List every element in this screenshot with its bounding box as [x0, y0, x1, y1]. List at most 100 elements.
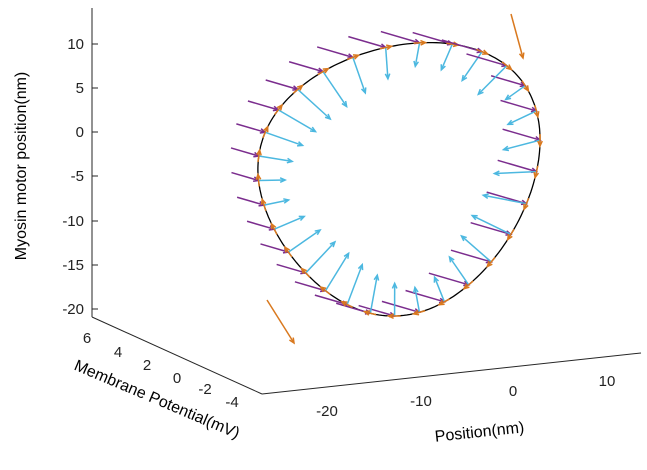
quiver-arrow-orange	[362, 310, 377, 316]
quiver-arrow-cyan	[346, 262, 364, 305]
quiver-arrow-cyan	[448, 255, 470, 286]
quiver-arrow-purple	[405, 289, 447, 304]
y-tick-label: 6	[83, 330, 91, 347]
quiver-arrow-purple	[236, 196, 266, 207]
x-axis-line	[261, 352, 642, 395]
quiver-arrow-orange	[386, 313, 401, 319]
trajectory-group	[257, 41, 541, 317]
quiver-arrow-orange	[283, 245, 293, 258]
quiver-arrow-purple	[497, 159, 539, 174]
ticks-group: 10 5 0 -5 -10 -15 -20 6 4 2 0 -2 -4 -20 -10 0 10	[62, 36, 615, 420]
quiver-arrow-cyan	[263, 198, 291, 206]
quiver-arrow-cyan	[504, 85, 526, 101]
z-axis-label: Myosin motor position(nm)	[13, 72, 30, 261]
quiver-arrow-orange-long	[510, 13, 525, 60]
quiver-arrow-orange	[274, 103, 284, 116]
quiver-arrow-orange	[506, 228, 515, 242]
y-axis-line	[91, 316, 263, 395]
y-axis-label: Membrane Potential(mV)	[72, 357, 242, 442]
quiver-arrow-purple	[230, 147, 261, 158]
quiver-arrow-purple	[381, 300, 422, 314]
quiver-arrow-orange	[411, 309, 426, 316]
quiver-arrow-cyan	[265, 131, 305, 147]
x-tick-label: -10	[410, 393, 432, 410]
quiver-arrow-cyan	[369, 273, 380, 314]
quiver-arrow-orange	[533, 104, 540, 119]
x-axis-label: Position(nm)	[434, 419, 525, 445]
quiver-arrow-purple	[246, 220, 276, 231]
quiver-arrow-cyan	[324, 251, 350, 292]
quiver-arrow-cyan	[277, 109, 318, 133]
quiver-arrow-orange	[292, 84, 304, 94]
quiver-arrow-cyan	[481, 193, 527, 205]
y-tick-label: 2	[143, 357, 151, 374]
quiver-arrow-purple	[441, 39, 484, 54]
trajectory-line	[257, 41, 541, 317]
y-tick-label: -2	[198, 381, 211, 398]
quiver-arrow-purple	[500, 99, 539, 113]
quiver-arrow-purple	[265, 79, 300, 91]
quiver-arrow-cyan	[273, 215, 306, 230]
quiver-arrow-cyan	[412, 285, 421, 313]
z-tick-label: 10	[67, 36, 84, 53]
quiver-arrow-cyan	[470, 214, 512, 236]
quiver-arrow-orange	[533, 165, 540, 180]
y-tick-label: 4	[114, 344, 122, 361]
quiver-arrow-orange	[462, 280, 474, 290]
quiver-arrow-purple	[316, 46, 355, 59]
quiver-arrow-purple	[348, 35, 388, 49]
quiver-arrow-orange	[340, 300, 353, 308]
quiver-arrow-purple	[247, 100, 281, 112]
quiver-arrow-purple	[288, 61, 325, 74]
quiver-arrow-cyan	[258, 155, 294, 164]
quiver-arrow-orange	[260, 197, 267, 212]
quiver-arrow-orange	[262, 125, 269, 139]
quiver-arrow-cyan	[501, 139, 541, 152]
quiver-arrow-cyan	[305, 240, 337, 274]
quiver-arrow-orange	[413, 39, 428, 46]
z-tick-label: -15	[62, 257, 84, 274]
quiver-arrow-cyan	[461, 51, 483, 82]
quiver-arrow-cyan	[506, 110, 537, 126]
quiver-arrow-orange	[476, 48, 490, 55]
quiver-arrow-cyan	[258, 177, 288, 184]
z-tick-label: -20	[62, 301, 84, 318]
quiver-arrow-cyan	[477, 65, 508, 96]
quiver-arrow-cyan	[433, 275, 446, 303]
quiver-arrow-orange	[379, 44, 394, 51]
z-tick-label: -5	[71, 168, 84, 185]
quiver-arrow-orange	[521, 80, 530, 93]
quiver-arrow-orange	[537, 134, 543, 148]
quiver-arrow-purple	[314, 294, 349, 307]
quiver-arrow-orange	[437, 298, 451, 306]
y-tick-label: -4	[225, 394, 238, 411]
quiver-arrow-orange	[346, 54, 361, 61]
quiver-arrow-purple	[231, 171, 261, 182]
quiver-arrow-orange	[317, 67, 330, 76]
quiver-arrow-cyan	[287, 228, 322, 253]
arrows-group	[230, 13, 543, 345]
x-tick-label: 0	[509, 383, 517, 400]
quiver-arrow-orange	[270, 222, 278, 235]
x-tick-label: -20	[316, 403, 338, 420]
z-tick-label: 5	[76, 80, 84, 97]
quiver-arrow-cyan	[413, 42, 421, 69]
z-tick-label: -10	[62, 213, 84, 230]
quiver-arrow-cyan	[391, 281, 398, 317]
quiver-arrow-cyan	[352, 57, 367, 95]
quiver-arrow-orange-long	[266, 299, 295, 345]
quiver-arrow-orange	[319, 285, 331, 296]
quiver-arrow-cyan	[322, 71, 348, 108]
quiver-arrow-orange	[501, 61, 513, 71]
quiver-arrow-orange	[256, 148, 262, 163]
z-tick-label: 0	[76, 124, 84, 141]
quiver-arrow-purple	[236, 123, 268, 134]
x-tick-label: 10	[599, 373, 616, 390]
quiver-arrow-cyan	[460, 234, 492, 263]
axes-3d	[91, 8, 642, 395]
quiver-arrow-purple	[502, 128, 542, 142]
quiver-arrow-orange	[255, 172, 262, 187]
quiver-arrow-cyan	[384, 47, 391, 81]
quiver-arrow-cyan	[440, 43, 454, 72]
